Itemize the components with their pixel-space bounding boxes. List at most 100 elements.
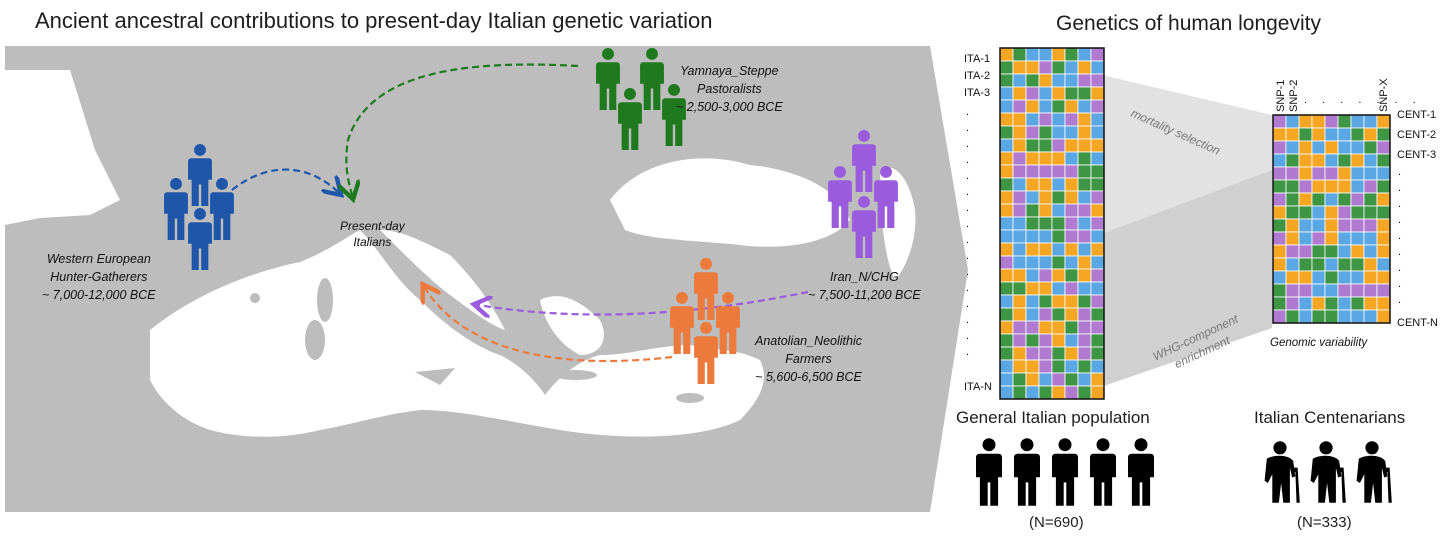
genotype-cell-general [1077,268,1092,283]
genotype-cell-centenarian [1285,257,1300,272]
genotype-cell-general [1012,125,1027,140]
label-anatolia: Anatolian_Neolithic Farmers ~ 5,600-6,50… [755,334,863,384]
genotype-cell-general [1090,320,1105,335]
genotype-cell-centenarian [1298,218,1313,233]
genotype-cell-general [1090,99,1105,114]
genotype-cell-general [1038,229,1053,244]
genotype-cell-centenarian [1363,166,1378,181]
genotype-cell-centenarian [1272,231,1287,246]
genotype-cell-general [1090,333,1105,348]
genotype-cell-centenarian [1350,283,1365,298]
genotype-cell-centenarian [1376,114,1391,129]
genotype-cell-general [1012,307,1027,322]
genotype-cell-general [1090,112,1105,127]
genotype-cell-general [1090,138,1105,153]
genotype-cell-general [1038,203,1053,218]
genotype-cell-general [999,255,1014,270]
genotype-cell-centenarian [1311,283,1326,298]
genotype-cell-general [1077,320,1092,335]
genotype-cell-centenarian [1324,231,1339,246]
genotype-cell-centenarian [1376,283,1391,298]
band-mortality [1072,68,1272,245]
genotype-cell-general [1051,242,1066,257]
genotype-cell-general [1051,47,1066,62]
genotype-cell-general [1064,229,1079,244]
genotype-cell-general [1025,242,1040,257]
genotype-cell-centenarian [1272,218,1287,233]
genotype-cell-centenarian [1272,283,1287,298]
genotype-cell-general [1090,346,1105,361]
genotype-grid-general [999,47,1105,400]
genotype-cell-general [1051,294,1066,309]
arrow-whg [231,168,338,192]
genotype-cell-centenarian [1285,231,1300,246]
genotype-cell-general [1025,216,1040,231]
genotype-cell-general [1051,125,1066,140]
genotype-cell-general [999,190,1014,205]
genotype-cell-centenarian [1337,192,1352,207]
genotype-cell-centenarian [1363,218,1378,233]
genotype-cell-general [1038,177,1053,192]
genotype-cell-general [999,112,1014,127]
genotype-cell-general [1051,177,1066,192]
genotype-cell-centenarian [1272,257,1287,272]
genotype-cell-general [999,164,1014,179]
arrow-steppe [346,63,579,195]
genotype-cell-general [999,177,1014,192]
genotype-cell-centenarian [1311,270,1326,285]
genotype-cell-general [1051,255,1066,270]
genotype-cell-general [1025,164,1040,179]
genotype-cell-general [1025,281,1040,296]
genotype-cell-centenarian [1324,270,1339,285]
islands [250,278,704,403]
genotype-cell-centenarian [1376,179,1391,194]
genotype-cell-general [1064,177,1079,192]
arrow-iran [478,290,809,315]
genotype-cell-general [1012,86,1027,101]
genotype-cell-centenarian [1285,270,1300,285]
genotype-cell-general [1038,268,1053,283]
genotype-cell-general [1038,346,1053,361]
genotype-cell-general [1090,307,1105,322]
genotype-cell-centenarian [1337,257,1352,272]
genotype-cell-general [1025,346,1040,361]
genotype-cell-general [1012,359,1027,374]
genotype-cell-general [1025,333,1040,348]
genotype-cell-centenarian [1363,231,1378,246]
genotype-cell-general [1077,112,1092,127]
arrow-anatolia [425,288,673,363]
genotype-cell-general [1077,281,1092,296]
genotype-cell-centenarian [1272,244,1287,259]
genotype-cell-centenarian [1285,309,1300,324]
genotype-cell-general [1025,125,1040,140]
genotype-cell-general [1064,268,1079,283]
genotype-cell-general [1090,359,1105,374]
genotype-cell-general [1077,242,1092,257]
genotype-cell-general [1064,372,1079,387]
genotype-cell-general [999,138,1014,153]
genotype-cell-general [1090,177,1105,192]
genotype-cell-centenarian [1363,192,1378,207]
genotype-cell-general [1090,229,1105,244]
genotype-cell-general [1090,151,1105,166]
genotype-cell-general [1038,255,1053,270]
genotype-cell-general [999,281,1014,296]
genotype-cell-centenarian [1298,296,1313,311]
genotype-cell-general [999,268,1014,283]
genotype-cell-general [1077,307,1092,322]
genotype-cell-centenarian [1298,270,1313,285]
genotype-cell-general [1012,60,1027,75]
genotype-cell-centenarian [1311,114,1326,129]
genotype-cell-centenarian [1350,296,1365,311]
genotype-cell-general [1038,216,1053,231]
genotype-cell-general [999,294,1014,309]
genotype-cell-general [1012,385,1027,400]
genotype-cell-general [1051,216,1066,231]
genotype-cell-centenarian [1311,192,1326,207]
genotype-cell-centenarian [1272,127,1287,142]
genotype-cell-general [999,99,1014,114]
genotype-cell-general [1038,307,1053,322]
genotype-cell-centenarian [1376,231,1391,246]
genotype-cell-general [1025,73,1040,88]
genotype-cell-general [1051,307,1066,322]
